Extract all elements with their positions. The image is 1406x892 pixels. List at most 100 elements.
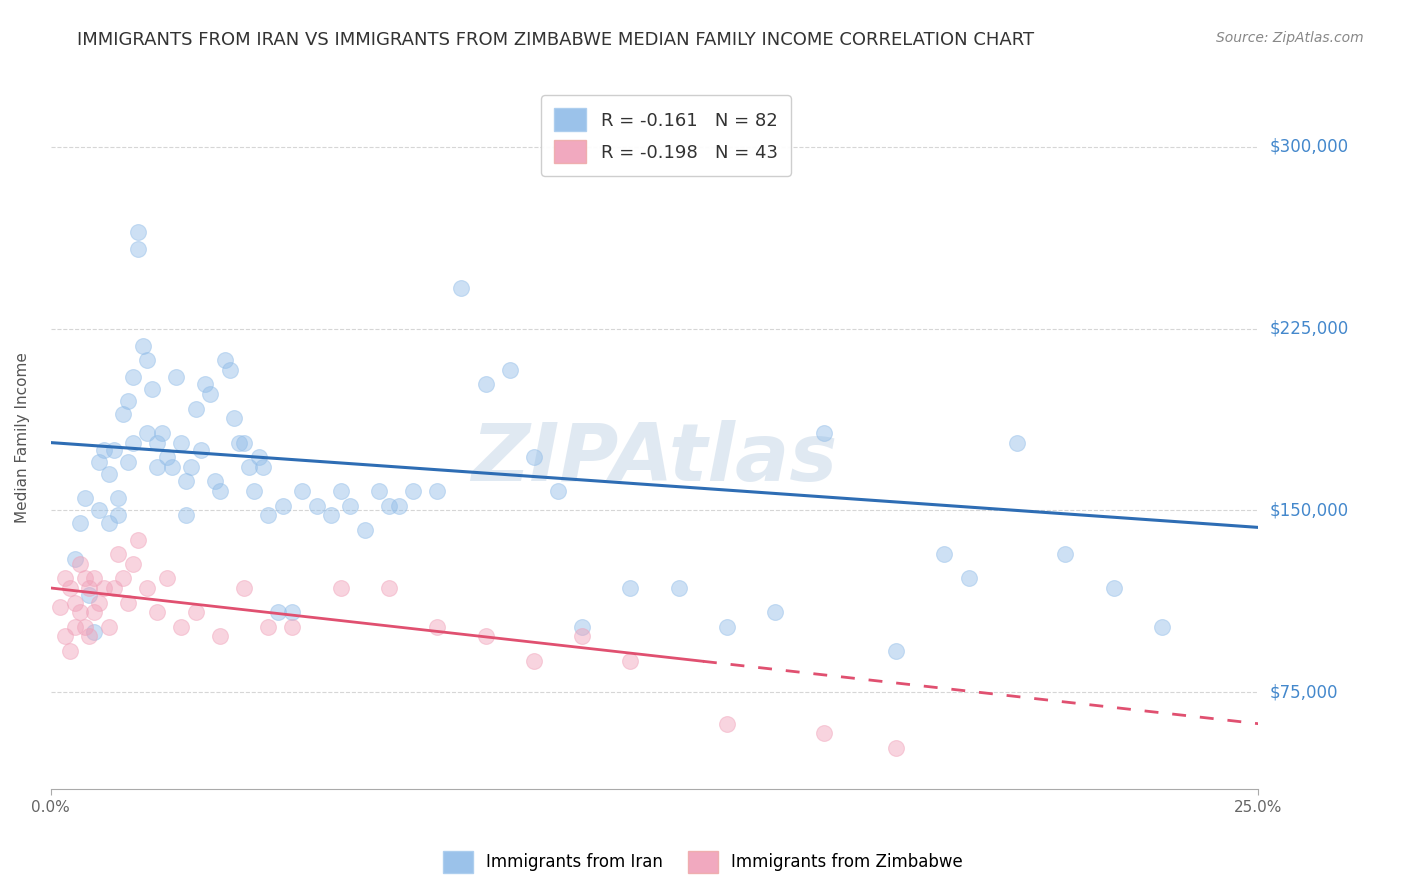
Point — [93, 581, 115, 595]
Point — [426, 620, 449, 634]
Point — [218, 363, 240, 377]
Point — [141, 382, 163, 396]
Point — [1005, 435, 1028, 450]
Point — [69, 516, 91, 530]
Point — [257, 620, 280, 634]
Point — [813, 726, 835, 740]
Point — [136, 353, 159, 368]
Point — [319, 508, 342, 523]
Point — [73, 571, 96, 585]
Point — [388, 499, 411, 513]
Point — [305, 499, 328, 513]
Point — [329, 581, 352, 595]
Point — [474, 630, 496, 644]
Point — [378, 581, 401, 595]
Point — [474, 377, 496, 392]
Point — [93, 442, 115, 457]
Point — [53, 630, 76, 644]
Point — [884, 741, 907, 756]
Point — [378, 499, 401, 513]
Point — [281, 620, 304, 634]
Point — [368, 484, 391, 499]
Point — [523, 654, 546, 668]
Point — [146, 459, 169, 474]
Point — [79, 581, 101, 595]
Point — [547, 484, 569, 499]
Point — [813, 425, 835, 440]
Point — [499, 363, 522, 377]
Legend: R = -0.161   N = 82, R = -0.198   N = 43: R = -0.161 N = 82, R = -0.198 N = 43 — [541, 95, 790, 176]
Point — [184, 401, 207, 416]
Point — [63, 595, 86, 609]
Text: $225,000: $225,000 — [1270, 319, 1348, 338]
Point — [69, 605, 91, 619]
Point — [107, 508, 129, 523]
Point — [59, 644, 82, 658]
Point — [59, 581, 82, 595]
Point — [136, 581, 159, 595]
Point — [571, 620, 593, 634]
Point — [107, 547, 129, 561]
Point — [884, 644, 907, 658]
Point — [156, 571, 179, 585]
Point — [214, 353, 236, 368]
Point — [131, 339, 153, 353]
Text: $150,000: $150,000 — [1270, 501, 1348, 519]
Point — [89, 503, 111, 517]
Point — [156, 450, 179, 464]
Point — [281, 605, 304, 619]
Point — [103, 442, 125, 457]
Point — [83, 605, 105, 619]
Point — [170, 620, 193, 634]
Point — [329, 484, 352, 499]
Point — [73, 620, 96, 634]
Point — [97, 620, 120, 634]
Point — [63, 552, 86, 566]
Point — [174, 475, 197, 489]
Point — [716, 620, 738, 634]
Point — [117, 394, 139, 409]
Point — [190, 442, 212, 457]
Point — [668, 581, 690, 595]
Text: $75,000: $75,000 — [1270, 683, 1339, 701]
Point — [238, 459, 260, 474]
Text: ZIPAtlas: ZIPAtlas — [471, 420, 838, 498]
Point — [716, 716, 738, 731]
Point — [224, 411, 246, 425]
Point — [165, 370, 187, 384]
Point — [426, 484, 449, 499]
Point — [1102, 581, 1125, 595]
Point — [619, 654, 641, 668]
Text: IMMIGRANTS FROM IRAN VS IMMIGRANTS FROM ZIMBABWE MEDIAN FAMILY INCOME CORRELATIO: IMMIGRANTS FROM IRAN VS IMMIGRANTS FROM … — [77, 31, 1035, 49]
Point — [117, 595, 139, 609]
Point — [150, 425, 173, 440]
Point — [1150, 620, 1173, 634]
Point — [117, 455, 139, 469]
Point — [160, 459, 183, 474]
Point — [271, 499, 294, 513]
Point — [146, 435, 169, 450]
Point — [79, 630, 101, 644]
Point — [257, 508, 280, 523]
Point — [174, 508, 197, 523]
Text: $300,000: $300,000 — [1270, 138, 1348, 156]
Point — [146, 605, 169, 619]
Point — [49, 600, 72, 615]
Point — [291, 484, 314, 499]
Point — [204, 475, 226, 489]
Point — [934, 547, 956, 561]
Point — [763, 605, 786, 619]
Point — [83, 571, 105, 585]
Point — [339, 499, 361, 513]
Point — [73, 491, 96, 506]
Point — [112, 571, 135, 585]
Point — [402, 484, 425, 499]
Point — [107, 491, 129, 506]
Point — [89, 455, 111, 469]
Point — [127, 533, 149, 547]
Point — [127, 242, 149, 256]
Point — [200, 387, 222, 401]
Point — [450, 280, 472, 294]
Point — [208, 484, 231, 499]
Point — [233, 581, 256, 595]
